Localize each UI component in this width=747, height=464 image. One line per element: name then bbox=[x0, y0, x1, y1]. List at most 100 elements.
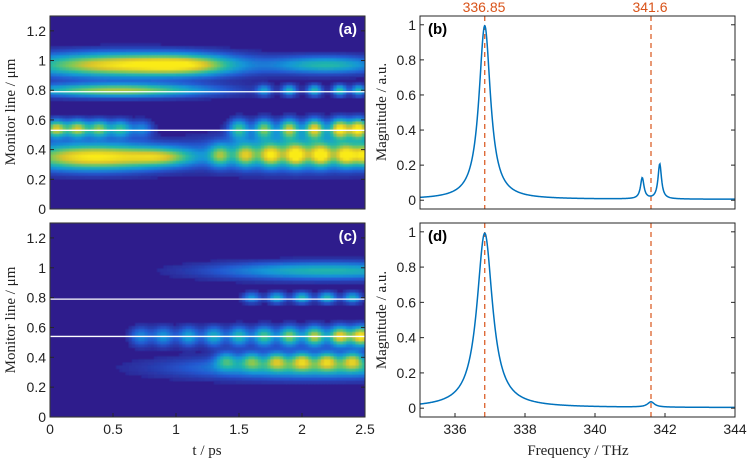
heatmap-cell bbox=[248, 94, 253, 99]
heatmap-cell bbox=[333, 142, 338, 147]
heatmap-cell bbox=[81, 130, 86, 135]
heatmap-cell bbox=[292, 265, 297, 270]
heatmap-cell bbox=[169, 151, 174, 156]
heatmap-cell bbox=[276, 365, 281, 370]
heatmap-cell bbox=[324, 127, 328, 132]
heatmap-cell bbox=[56, 157, 61, 162]
heatmap-cell bbox=[327, 133, 331, 138]
heatmap-cell bbox=[103, 118, 108, 123]
heatmap-cell bbox=[276, 344, 281, 348]
heatmap-cell bbox=[283, 85, 287, 89]
heatmap-cell bbox=[169, 169, 174, 174]
heatmap-cell bbox=[261, 347, 265, 351]
heatmap-cell bbox=[239, 55, 243, 59]
heatmap-cell bbox=[254, 326, 259, 330]
heatmap-cell bbox=[210, 130, 215, 135]
heatmap-cell bbox=[276, 259, 281, 264]
heatmap-cell bbox=[106, 136, 111, 141]
heatmap-cell bbox=[113, 154, 117, 159]
heatmap-cell bbox=[84, 166, 89, 171]
heatmap-cell bbox=[169, 139, 174, 144]
heatmap-cell bbox=[188, 55, 193, 59]
heatmap-cell bbox=[144, 85, 149, 89]
heatmap-cell bbox=[270, 377, 275, 382]
heatmap-cell bbox=[106, 172, 111, 177]
heatmap-cell bbox=[317, 88, 322, 92]
heatmap-cell bbox=[267, 298, 272, 303]
heatmap-cell bbox=[339, 64, 344, 68]
heatmap-cell bbox=[150, 365, 155, 370]
heatmap-cell bbox=[135, 121, 139, 126]
heatmap-cell bbox=[239, 295, 243, 300]
heatmap-cell bbox=[84, 70, 89, 74]
heatmap-cell bbox=[213, 274, 218, 279]
heatmap-cell bbox=[257, 139, 262, 144]
heatmap-cell bbox=[106, 175, 111, 180]
heatmap-cell bbox=[210, 148, 215, 153]
heatmap-cell bbox=[179, 371, 183, 376]
heatmap-cell bbox=[172, 362, 177, 367]
heatmap-cell bbox=[100, 46, 105, 50]
heatmap-cell bbox=[251, 298, 256, 303]
heatmap-cell bbox=[97, 91, 101, 96]
heatmap-cell bbox=[223, 154, 227, 159]
heatmap-cell bbox=[87, 154, 92, 159]
heatmap-cell bbox=[84, 151, 89, 156]
heatmap-cell bbox=[254, 142, 259, 147]
heatmap-cell bbox=[292, 58, 297, 62]
heatmap-cell bbox=[298, 118, 303, 123]
heatmap-cell bbox=[194, 82, 199, 86]
heatmap-cell bbox=[257, 347, 262, 351]
heatmap-cell bbox=[204, 362, 209, 367]
heatmap-cell bbox=[135, 61, 139, 65]
heatmap-cell bbox=[182, 97, 187, 102]
heatmap-cell bbox=[317, 166, 322, 171]
heatmap-cell bbox=[144, 169, 149, 174]
heatmap-cell bbox=[78, 145, 83, 150]
heatmap-cell bbox=[220, 347, 224, 351]
heatmap-cell bbox=[56, 88, 61, 92]
heatmap-cell bbox=[248, 151, 253, 156]
heatmap-cell bbox=[157, 76, 161, 80]
heatmap-cell bbox=[361, 133, 365, 138]
heatmap-cell bbox=[119, 127, 124, 132]
heatmap-cell bbox=[166, 160, 171, 165]
heatmap-cell bbox=[346, 55, 350, 59]
heatmap-cell bbox=[119, 136, 124, 141]
heatmap-cell bbox=[147, 151, 152, 156]
heatmap-cell bbox=[245, 124, 250, 129]
heatmap-cell bbox=[194, 265, 199, 270]
heatmap-cell bbox=[245, 160, 250, 165]
heatmap-cell bbox=[220, 130, 224, 135]
heatmap-cell bbox=[68, 61, 73, 65]
heatmap-cell bbox=[72, 64, 76, 68]
heatmap-cell bbox=[191, 344, 196, 348]
heatmap-cell bbox=[289, 377, 294, 382]
heatmap-cell bbox=[153, 365, 158, 370]
heatmap-cell bbox=[286, 172, 290, 177]
heatmap-cell bbox=[239, 70, 243, 74]
heatmap-cell bbox=[160, 344, 164, 348]
heatmap-cell bbox=[216, 58, 221, 62]
heatmap-cell bbox=[157, 332, 161, 336]
heatmap-cell bbox=[346, 67, 350, 71]
heatmap-cell bbox=[141, 43, 146, 47]
heatmap-cell bbox=[226, 377, 231, 382]
heatmap-cell bbox=[135, 85, 139, 89]
heatmap-cell bbox=[239, 344, 243, 348]
heatmap-cell bbox=[311, 55, 316, 59]
heatmap-cell bbox=[336, 121, 341, 126]
heatmap-cell bbox=[207, 377, 212, 382]
heatmap-cell bbox=[352, 166, 357, 171]
heatmap-cell bbox=[144, 49, 149, 53]
heatmap-cell bbox=[216, 55, 221, 59]
heatmap-cell bbox=[339, 73, 344, 77]
heatmap-cell bbox=[245, 368, 250, 373]
heatmap-cell bbox=[267, 332, 272, 336]
heatmap-cell bbox=[245, 268, 250, 273]
heatmap-cell bbox=[245, 73, 250, 77]
heatmap-cell bbox=[239, 121, 243, 126]
heatmap-cell bbox=[109, 97, 114, 102]
heatmap-cell bbox=[172, 326, 177, 330]
heatmap-cell bbox=[279, 61, 284, 65]
